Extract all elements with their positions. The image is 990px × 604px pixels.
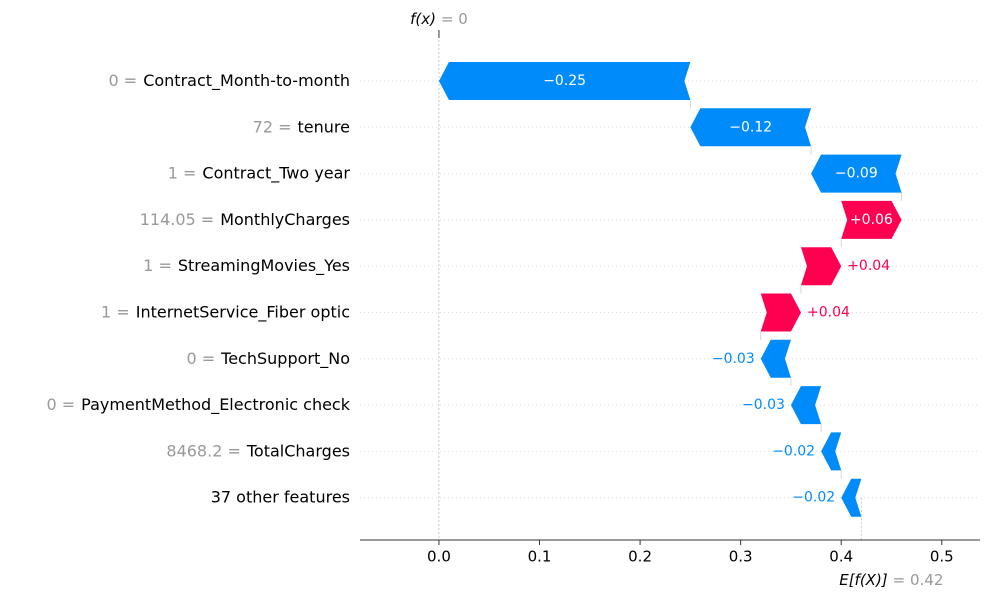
feature-label: 1 = StreamingMovies_Yes — [143, 256, 350, 276]
x-tick-label: 0.3 — [729, 548, 753, 566]
feature-value: 0 = — [109, 71, 138, 90]
fx-value: = 0 — [441, 10, 468, 28]
feature-name: InternetService_Fiber optic — [136, 302, 350, 322]
feature-label: 37 other features — [211, 487, 350, 506]
bar-value-label: −0.03 — [742, 397, 785, 413]
bar — [438, 62, 691, 100]
feature-value: 72 = — [253, 117, 292, 136]
bar — [690, 108, 812, 147]
feature-value: 1 = — [168, 163, 197, 182]
feature-name: PaymentMethod_Electronic check — [81, 395, 351, 415]
feature-value: 0 = — [46, 395, 75, 414]
base-value: = 0.42 — [893, 571, 944, 589]
x-tick-label: 0.4 — [829, 548, 853, 566]
bar-value-label: +0.04 — [847, 258, 890, 274]
feature-label: 1 = Contract_Two year — [168, 163, 351, 183]
feature-value: 0 = — [186, 348, 215, 367]
bar-value-label: −0.02 — [772, 443, 815, 459]
feature-name: Contract_Month-to-month — [143, 71, 350, 91]
feature-label: 72 = tenure — [253, 117, 350, 136]
bar — [821, 432, 842, 471]
feature-label: 1 = InternetService_Fiber optic — [101, 302, 350, 322]
feature-label: 0 = TechSupport_No — [186, 348, 350, 368]
bar — [841, 200, 902, 239]
bar — [760, 339, 791, 378]
bar-value-label: +0.04 — [807, 305, 850, 321]
bar-value-label: −0.12 — [729, 119, 772, 135]
feature-name: MonthlyCharges — [220, 209, 350, 228]
bar — [800, 247, 842, 286]
feature-label: 8468.2 = TotalCharges — [166, 441, 350, 460]
feature-name: TotalCharges — [246, 441, 350, 460]
bar — [790, 386, 822, 425]
feature-value: 1 = — [143, 256, 172, 275]
feature-name: Contract_Two year — [202, 163, 350, 183]
x-tick-label: 0.0 — [427, 548, 451, 566]
base-label: E[f(X)] = 0.42 — [839, 571, 943, 589]
base-name: E[f(X)] — [839, 571, 888, 589]
bar-value-label: −0.25 — [543, 73, 586, 89]
fx-label: f(x) = 0 — [410, 10, 468, 28]
feature-name: 37 other features — [211, 487, 350, 506]
x-tick-label: 0.1 — [528, 548, 552, 566]
feature-label: 114.05 = MonthlyCharges — [140, 209, 350, 228]
bar-value-label: −0.03 — [712, 351, 755, 367]
x-tick-label: 0.2 — [628, 548, 652, 566]
bar — [760, 293, 801, 332]
feature-label: 0 = PaymentMethod_Electronic check — [46, 395, 350, 415]
bar-value-label: −0.09 — [835, 166, 878, 182]
feature-name: TechSupport_No — [220, 348, 350, 368]
feature-label: 0 = Contract_Month-to-month — [109, 71, 350, 91]
bar — [811, 154, 902, 193]
bar-value-label: −0.02 — [792, 490, 835, 506]
feature-value: 1 = — [101, 302, 130, 321]
feature-value: 8468.2 = — [166, 441, 240, 460]
feature-name: StreamingMovies_Yes — [178, 256, 350, 276]
x-tick-label: 0.5 — [930, 548, 954, 566]
bar-value-label: +0.06 — [850, 212, 893, 228]
feature-name: tenure — [298, 117, 350, 136]
feature-value: 114.05 = — [140, 209, 214, 228]
fx-name: f(x) — [410, 10, 436, 28]
bar — [841, 478, 862, 517]
